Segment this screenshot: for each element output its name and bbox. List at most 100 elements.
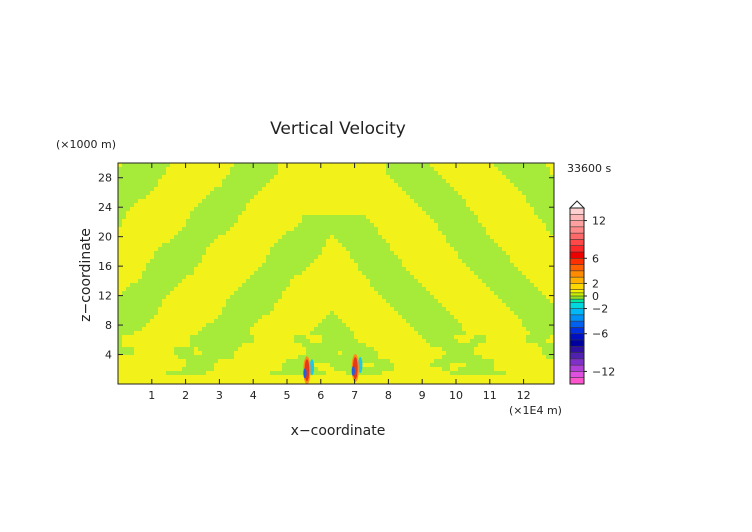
field-cell [282, 283, 287, 288]
field-cell [218, 219, 223, 224]
field-cell [438, 339, 443, 344]
field-cell [202, 195, 207, 200]
field-cell [134, 339, 139, 344]
field-cell [306, 207, 311, 212]
field-cell [198, 171, 203, 176]
field-cell [506, 187, 511, 192]
field-cell [370, 167, 375, 172]
field-cell [122, 199, 127, 204]
field-cell [442, 319, 447, 324]
field-cell [418, 307, 423, 312]
field-cell [258, 219, 263, 224]
field-cell [450, 327, 455, 332]
field-cell [478, 323, 483, 328]
field-cell [402, 311, 407, 316]
field-cell [186, 235, 191, 240]
field-cell [378, 175, 383, 180]
field-cell [122, 239, 127, 244]
field-cell [150, 223, 155, 228]
field-cell [218, 311, 223, 316]
field-cell [510, 175, 515, 180]
field-cell [274, 339, 279, 344]
field-cell [342, 195, 347, 200]
field-cell [174, 279, 179, 284]
field-cell [386, 239, 391, 244]
field-cell [430, 335, 435, 340]
field-cell [390, 167, 395, 172]
field-cell [546, 171, 551, 176]
field-cell [406, 327, 411, 332]
field-cell [530, 279, 535, 284]
field-cell [526, 171, 531, 176]
field-cell [386, 343, 391, 348]
field-cell [530, 275, 535, 280]
field-cell [158, 311, 163, 316]
field-cell [434, 223, 439, 228]
field-cell [446, 167, 451, 172]
field-cell [278, 255, 283, 260]
field-cell [350, 339, 355, 344]
field-cell [510, 327, 515, 332]
field-cell [226, 179, 231, 184]
field-cell [138, 303, 143, 308]
field-cell [154, 255, 159, 260]
field-cell [354, 331, 359, 336]
field-cell [450, 283, 455, 288]
field-cell [118, 235, 123, 240]
field-cell [282, 227, 287, 232]
field-cell [286, 199, 291, 204]
field-cell [182, 279, 187, 284]
field-cell [546, 215, 551, 220]
field-cell [242, 263, 247, 268]
field-cell [378, 259, 383, 264]
field-cell [350, 323, 355, 328]
field-cell [414, 283, 419, 288]
field-cell [362, 167, 367, 172]
field-cell [402, 335, 407, 340]
field-cell [338, 255, 343, 260]
field-cell [214, 303, 219, 308]
field-cell [370, 327, 375, 332]
field-cell [238, 243, 243, 248]
field-cell [254, 207, 259, 212]
field-cell [522, 199, 527, 204]
field-cell [162, 335, 167, 340]
field-cell [166, 255, 171, 260]
field-cell [454, 247, 459, 252]
field-cell [458, 287, 463, 292]
field-cell [342, 167, 347, 172]
field-cell [446, 231, 451, 236]
field-cell [194, 235, 199, 240]
field-cell [502, 227, 507, 232]
field-cell [250, 303, 255, 308]
field-cell [394, 275, 399, 280]
field-cell [190, 287, 195, 292]
field-cell [234, 183, 239, 188]
field-cell [182, 231, 187, 236]
field-cell [542, 187, 547, 192]
field-cell [214, 295, 219, 300]
field-cell [134, 275, 139, 280]
field-cell [134, 203, 139, 208]
field-cell [342, 259, 347, 264]
field-cell [474, 251, 479, 256]
field-cell [406, 179, 411, 184]
field-cell [482, 311, 487, 316]
field-cell [226, 243, 231, 248]
field-cell [210, 267, 215, 272]
field-cell [138, 295, 143, 300]
field-cell [490, 291, 495, 296]
field-cell [202, 303, 207, 308]
field-cell [214, 215, 219, 220]
field-cell [394, 203, 399, 208]
field-cell [142, 203, 147, 208]
field-cell [386, 235, 391, 240]
field-cell [382, 251, 387, 256]
field-cell [362, 263, 367, 268]
field-cell [150, 263, 155, 268]
field-cell [366, 243, 371, 248]
field-cell [366, 247, 371, 252]
field-cell [238, 163, 243, 168]
field-cell [474, 191, 479, 196]
field-cell [482, 247, 487, 252]
